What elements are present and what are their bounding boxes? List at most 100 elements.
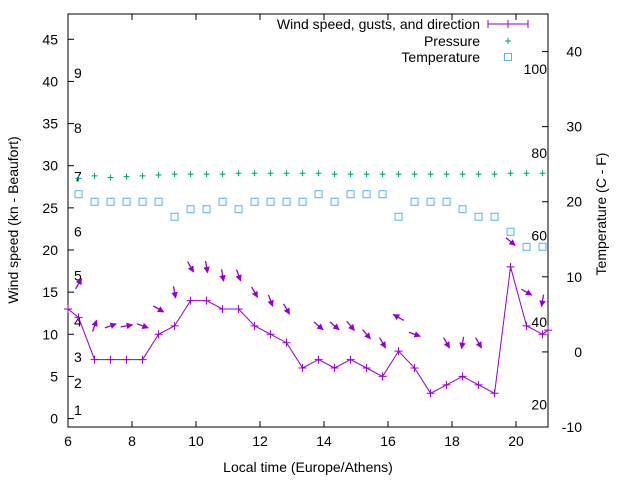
wind-speed-point [122, 355, 131, 364]
beaufort-label: 5 [74, 267, 82, 283]
temperature-point [410, 197, 419, 206]
legend-pressure-label: Pressure [424, 33, 480, 49]
wind-speed-point [490, 389, 499, 398]
y-tick-label: 20 [42, 242, 58, 258]
pressure-point [539, 170, 546, 177]
temperature-point [74, 190, 83, 199]
wind-speed-point [378, 372, 387, 381]
legend-pressure-cross [505, 38, 511, 44]
x-tick-label: 8 [128, 433, 136, 449]
pressure-point [315, 170, 322, 177]
wind-speed-point [218, 305, 227, 313]
pressure-point [267, 170, 274, 177]
wind-speed-point [346, 355, 355, 364]
beaufort-label: 4 [74, 314, 82, 330]
wind-speed-point [154, 330, 163, 339]
legend-wind-errorbar-caps [487, 20, 529, 28]
pressure-point [299, 170, 306, 177]
temperature-point [266, 197, 275, 206]
y-tick-label: 0 [50, 411, 58, 427]
temperature-point [442, 197, 451, 206]
wind-speed-point [250, 321, 259, 330]
gust-arrow [313, 321, 324, 331]
pressure-point [395, 171, 402, 178]
wind-speed-point [74, 313, 83, 322]
x-tick-label: 10 [188, 433, 204, 449]
temperature-point [298, 197, 307, 206]
temperature-point [538, 242, 547, 251]
fahrenheit-label: 100 [524, 61, 548, 77]
fahrenheit-label: 20 [531, 396, 547, 412]
wind-speed-point [106, 355, 115, 364]
plot-frame [67, 13, 549, 428]
gust-arrow [74, 277, 83, 290]
y-tick-label: 15 [42, 284, 58, 300]
x-tick-label: 20 [508, 433, 524, 449]
x-axis-ticks: 6 8 10 12 14 16 18 20 [64, 14, 524, 449]
beaufort-label: 7 [74, 169, 82, 185]
temperature-point [138, 197, 147, 206]
x-tick-label: 14 [316, 433, 332, 449]
pressure-point [107, 174, 114, 181]
temperature-point [282, 197, 291, 206]
y-axis-title: Wind speed (kn - Beaufort) [5, 136, 21, 303]
temperature-point [202, 205, 211, 214]
legend-temperature-sample [504, 53, 512, 61]
gust-arrow [442, 337, 451, 349]
wind-speed-point [202, 296, 211, 305]
y2-tick-label: 20 [566, 194, 582, 210]
gust-arrow [362, 329, 371, 340]
y2-tick-label: 30 [566, 119, 582, 135]
x-tick-label: 12 [252, 433, 268, 449]
temperature-point [234, 205, 243, 214]
gust-arrow [153, 305, 165, 313]
gust-arrow [392, 313, 405, 321]
wind-speed-point [170, 321, 179, 330]
y2-tick-label: 0 [574, 344, 582, 360]
pressure-point [203, 171, 210, 178]
wind-speed-point [362, 364, 371, 372]
fahrenheit-labels: 20 40 60 80 100 [524, 61, 548, 413]
temperature-point [122, 197, 131, 206]
x-axis-title: Local time (Europe/Athens) [223, 459, 393, 475]
gust-arrow [459, 336, 466, 350]
legend-temperature-label: Temperature [401, 49, 480, 65]
gust-arrow [136, 322, 149, 329]
legend-temperature-square [504, 53, 512, 61]
temperature-point [330, 197, 339, 206]
y-tick-label: 5 [50, 368, 58, 384]
pressure-point [379, 171, 386, 178]
wind-speed-point [426, 389, 435, 398]
temperature-point [186, 205, 195, 214]
y2-tick-label: -10 [562, 419, 582, 435]
y-tick-label: 40 [42, 73, 58, 89]
pressure-point [491, 171, 498, 178]
beaufort-label: 9 [74, 65, 82, 81]
gust-arrow [120, 322, 134, 330]
pressure-point [427, 171, 434, 178]
temperature-point [490, 212, 499, 221]
wind-speed-line [67, 266, 549, 395]
gust-arrow [219, 269, 226, 282]
gust-arrow [521, 288, 533, 296]
fahrenheit-label: 80 [531, 145, 547, 161]
series-pressure [75, 170, 546, 182]
x-tick-label: 6 [64, 433, 72, 449]
pressure-point [347, 171, 354, 178]
beaufort-label: 2 [74, 375, 82, 391]
gust-arrow [282, 303, 291, 315]
wind-speed-point [282, 338, 291, 347]
y-tick-label: 10 [42, 326, 58, 342]
gust-arrow [474, 337, 483, 349]
gust-arrow [408, 331, 421, 338]
y2-tick-label: 10 [566, 269, 582, 285]
pressure-point [139, 172, 146, 179]
y-tick-label: 45 [42, 31, 58, 47]
wind-speed-point [90, 355, 99, 364]
fahrenheit-label: 60 [531, 228, 547, 244]
pressure-point [411, 171, 418, 178]
gust-arrow [267, 294, 274, 307]
gust-arrow [329, 321, 340, 331]
wind-speed-point [538, 330, 547, 339]
temperature-point [474, 212, 483, 221]
